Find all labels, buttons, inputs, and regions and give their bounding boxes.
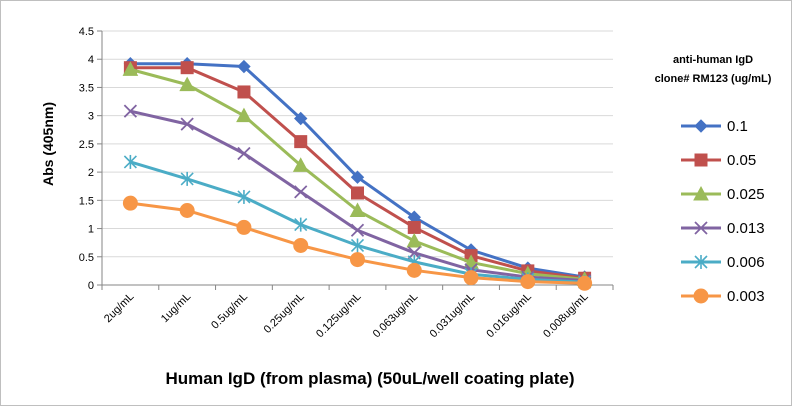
marker-x-stroke xyxy=(350,223,365,237)
legend-title-line-1: anti-human IgD xyxy=(673,54,753,66)
marker-x-stroke xyxy=(694,221,708,235)
y-tick-label: 4.5 xyxy=(79,26,94,38)
marker-triangle xyxy=(693,185,709,201)
x-tick-label: 2ug/mL xyxy=(102,291,136,325)
marker-circle xyxy=(293,237,309,253)
marker-triangle xyxy=(349,202,366,217)
marker-x-stroke xyxy=(237,146,251,161)
legend-label: 0.003 xyxy=(727,288,765,305)
marker-square xyxy=(351,186,364,200)
marker-triangle xyxy=(122,61,139,76)
marker-star xyxy=(123,154,137,169)
marker-star xyxy=(694,255,708,269)
y-tick-label: 3.5 xyxy=(79,82,94,94)
marker-circle xyxy=(122,195,138,211)
marker-circle xyxy=(693,288,709,304)
marker-circle xyxy=(179,202,195,218)
marker-x-stroke xyxy=(180,117,194,131)
legend-item-0.003: 0.003 xyxy=(681,288,765,305)
marker-square xyxy=(180,61,194,75)
legend-item-0.1: 0.1 xyxy=(681,118,748,135)
legend-label: 0.006 xyxy=(727,254,765,271)
marker-circle xyxy=(350,252,365,268)
marker-diamond xyxy=(294,111,308,126)
y-tick-label: 0 xyxy=(88,280,94,292)
marker-circle xyxy=(520,274,536,290)
legend-label: 0.025 xyxy=(727,186,765,203)
y-tick-label: 2.5 xyxy=(79,139,94,151)
marker-x xyxy=(237,146,251,161)
legend-label: 0.013 xyxy=(727,220,765,237)
marker-circle xyxy=(577,275,593,291)
x-tick-label: 1ug/mL xyxy=(159,291,193,325)
x-tick-label: 0.125ug/mL xyxy=(314,291,364,341)
marker-x-stroke xyxy=(294,185,308,199)
x-tick-label: 0.031ug/mL xyxy=(428,291,478,341)
marker-x xyxy=(294,185,308,199)
legend-item-0.013: 0.013 xyxy=(681,220,765,237)
marker-circle xyxy=(406,262,422,278)
marker-star xyxy=(180,171,194,186)
y-tick-label: 2 xyxy=(88,167,94,179)
marker-diamond xyxy=(350,170,365,184)
series-group xyxy=(122,57,593,291)
legend-items: 0.1 0.05 0.025 0.013 0.006 0.003 xyxy=(681,118,765,305)
series-0.003 xyxy=(122,195,593,291)
marker-circle xyxy=(463,270,479,286)
marker-star xyxy=(294,217,308,232)
marker-x xyxy=(694,221,708,235)
legend-label: 0.1 xyxy=(727,118,748,135)
marker-triangle xyxy=(179,76,196,92)
marker-star xyxy=(350,238,365,253)
x-axis-title: Human IgD (from plasma) (50uL/well coati… xyxy=(166,369,575,388)
marker-diamond xyxy=(694,119,708,133)
y-tick-label: 1 xyxy=(88,224,94,236)
x-tick-label: 0.008ug/mL xyxy=(541,291,591,341)
tick-labels: 0 0.5 1 1.5 2 2.5 3 3.5 4 4.5 2ug/mL 1ug/mL 0.5ug/mL… xyxy=(79,26,591,340)
marker-triangle xyxy=(236,107,252,123)
legend-item-0.05: 0.05 xyxy=(681,152,756,169)
x-tick-label: 0.5ug/mL xyxy=(209,291,250,332)
y-tick-label: 4 xyxy=(88,54,94,66)
marker-x xyxy=(123,104,138,118)
y-tick-label: 1.5 xyxy=(79,195,94,207)
marker-triangle xyxy=(406,232,423,248)
axes xyxy=(97,30,614,290)
marker-square xyxy=(407,220,421,234)
marker-square xyxy=(237,85,251,99)
x-tick-label: 0.016ug/mL xyxy=(484,291,534,341)
legend: anti-human IgD clone# RM123 (ug/mL) 0.10… xyxy=(655,54,772,305)
marker-triangle xyxy=(292,157,309,172)
y-tick-label: 3 xyxy=(88,111,94,123)
marker-x xyxy=(350,223,365,237)
marker-x-stroke xyxy=(123,104,138,118)
legend-label: 0.05 xyxy=(727,152,756,169)
marker-circle xyxy=(236,219,252,235)
legend-item-0.006: 0.006 xyxy=(681,254,765,271)
marker-square xyxy=(694,153,708,167)
y-axis-title: Abs (405nm) xyxy=(40,102,56,186)
marker-star xyxy=(237,189,251,204)
marker-x xyxy=(180,117,194,131)
x-tick-label: 0.063ug/mL xyxy=(371,291,421,341)
marker-square xyxy=(294,135,308,149)
x-tick-label: 0.25ug/mL xyxy=(262,291,307,336)
legend-title-line-2: clone# RM123 (ug/mL) xyxy=(655,73,772,85)
legend-item-0.025: 0.025 xyxy=(681,185,765,203)
y-tick-label: 0.5 xyxy=(79,252,94,264)
series-0.1 xyxy=(123,57,592,284)
marker-diamond xyxy=(237,59,251,74)
